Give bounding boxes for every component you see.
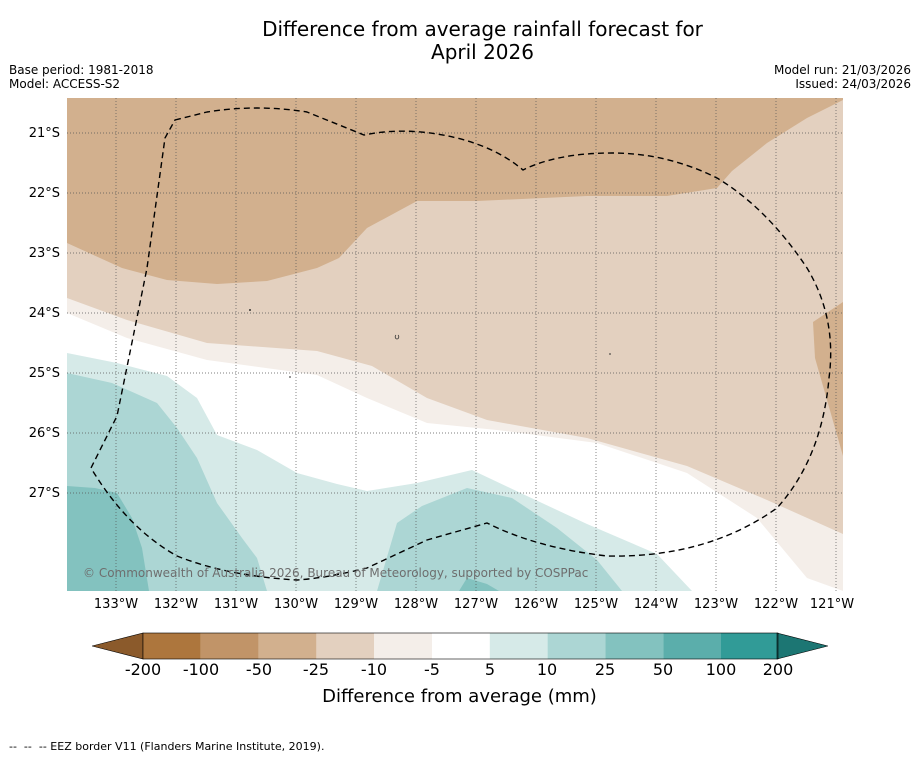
eez-border <box>90 107 832 581</box>
x-tick-label: 131°W <box>213 597 259 612</box>
x-tick-label: 130°W <box>273 597 319 612</box>
y-tick-label: 25°S <box>28 366 60 381</box>
colorbar-under-arrow <box>92 632 144 660</box>
colorbar-tick-label: -200 <box>124 660 162 679</box>
colorbar-segment <box>663 633 721 659</box>
x-tick-label: 133°W <box>93 597 139 612</box>
rainfall-map <box>67 98 843 591</box>
colorbar-tick-label: 200 <box>762 660 794 679</box>
island-outline <box>394 334 400 340</box>
colorbar-tick-label: -50 <box>245 660 273 679</box>
colorbar-segment <box>143 633 201 659</box>
colorbar-segment <box>200 633 259 659</box>
gridlines <box>67 98 843 591</box>
colorbar-tick-label: -5 <box>424 660 440 679</box>
colorbar-tick-label: -10 <box>360 660 388 679</box>
base-period: Base period: 1981-2018 <box>9 63 154 77</box>
region-m50-m25 <box>67 98 843 284</box>
y-tick-label: 21°S <box>28 126 60 141</box>
x-tick-label: 128°W <box>393 597 439 612</box>
region-m50-m25-east <box>813 302 843 456</box>
colorbar-segment <box>374 633 432 659</box>
x-tick-label: 121°W <box>809 597 855 612</box>
eez-legend-footer: -- -- -- EEZ border V11 (Flanders Marine… <box>9 740 325 753</box>
colorbar-frame <box>142 632 779 660</box>
colorbar-segment <box>605 633 664 659</box>
region-25-50 <box>67 486 149 591</box>
y-tick-label: 22°S <box>28 186 60 201</box>
colorbar <box>92 632 828 660</box>
y-tick-label: 23°S <box>28 246 60 261</box>
colorbar-tick-label: 10 <box>536 660 558 679</box>
y-tick-label: 26°S <box>28 426 60 441</box>
x-tick-label: 132°W <box>153 597 199 612</box>
x-tick-label: 127°W <box>453 597 499 612</box>
colorbar-segment <box>432 633 490 659</box>
colorbar-tick-label: 50 <box>652 660 674 679</box>
model-name: Model: ACCESS-S2 <box>9 77 121 91</box>
meta-left: Base period: 1981-2018 Model: ACCESS-S2 <box>9 63 154 91</box>
y-tick-label: 27°S <box>28 486 60 501</box>
title-line-2: April 2026 <box>431 40 534 64</box>
island-dot-1 <box>249 309 251 311</box>
colorbar-over-arrow <box>776 632 828 660</box>
colorbar-segment <box>258 633 317 659</box>
x-tick-label: 124°W <box>633 597 679 612</box>
model-run: Model run: 21/03/2026 <box>773 63 911 77</box>
colorbar-segment <box>721 633 779 659</box>
map-title: Difference from average rainfall forecas… <box>0 18 919 64</box>
colorbar-tick-label: 25 <box>594 660 616 679</box>
colorbar-tick-label: 100 <box>705 660 737 679</box>
x-tick-label: 122°W <box>753 597 799 612</box>
colorbar-segment <box>547 633 606 659</box>
colorbar-tick-label: -100 <box>182 660 220 679</box>
region-10-25-south <box>377 488 622 591</box>
x-tick-label: 125°W <box>573 597 619 612</box>
x-tick-label: 129°W <box>333 597 379 612</box>
colorbar-title: Difference from average (mm) <box>322 686 597 707</box>
colorbar-tick-label: -25 <box>302 660 330 679</box>
copyright-text: © Commonwealth of Australia 2026, Bureau… <box>83 566 589 580</box>
issued-date: Issued: 24/03/2026 <box>795 77 911 91</box>
title-line-1: Difference from average rainfall forecas… <box>262 17 703 41</box>
colorbar-tick-label: 5 <box>484 660 496 679</box>
x-tick-label: 123°W <box>693 597 739 612</box>
meta-right: Model run: 21/03/2026 Issued: 24/03/2026 <box>774 63 911 91</box>
x-tick-label: 126°W <box>513 597 559 612</box>
colorbar-segment <box>316 633 375 659</box>
y-tick-label: 24°S <box>28 306 60 321</box>
region-25-50-south <box>459 578 499 591</box>
colorbar-segment <box>489 633 548 659</box>
